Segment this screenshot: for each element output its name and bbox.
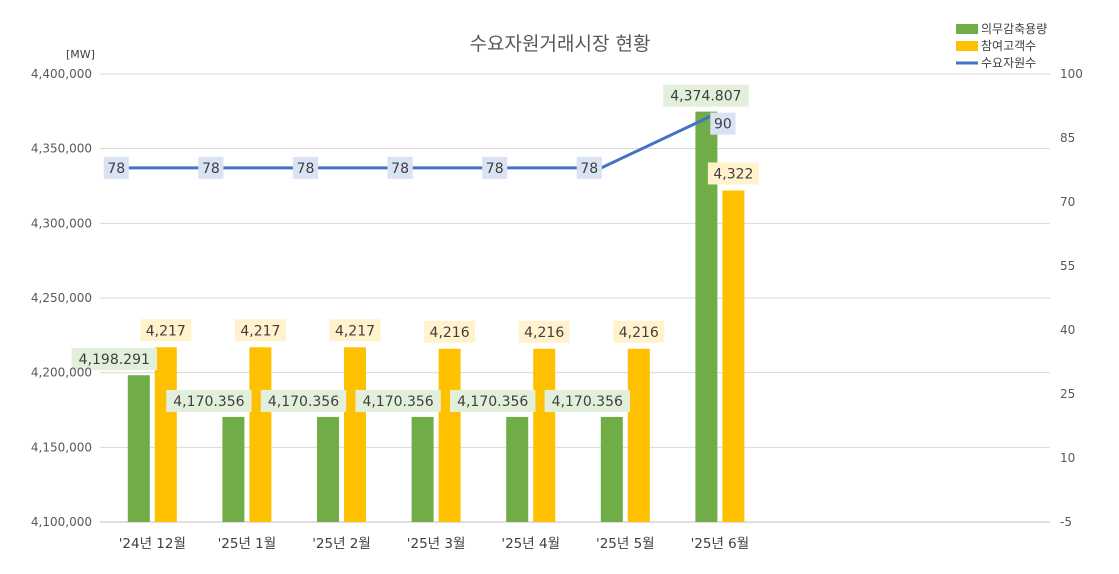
line-data-label-bg — [576, 156, 602, 179]
right-axis-tick-label: 85 — [1060, 131, 1075, 145]
line-data-label: 78 — [486, 161, 504, 177]
legend-label: 의무감축용량 — [981, 22, 1047, 36]
x-axis-tick-label: '25년 5월 — [596, 536, 655, 552]
bar — [695, 111, 718, 522]
bar — [533, 348, 556, 522]
right-axis-tick-label: 25 — [1060, 387, 1075, 401]
right-axis-tick-label: 70 — [1060, 195, 1075, 209]
bar — [127, 375, 150, 522]
line-data-label-bg — [198, 156, 224, 179]
bar — [249, 347, 272, 522]
bar — [317, 416, 339, 522]
left-axis-tick-label: 4,100,000 — [31, 515, 92, 529]
data-label: 4,374.807 — [670, 89, 741, 105]
axis-layer: 4,100,000 4,150,000 4,200,000 4,250,000 4,30… — [31, 67, 1083, 552]
data-label-bg — [663, 84, 749, 107]
line-data-label: 78 — [297, 161, 315, 177]
data-label: 4,198.291 — [79, 352, 150, 368]
left-axis-tick-label: 4,300,000 — [31, 216, 92, 230]
data-label: 4,217 — [335, 323, 375, 339]
data-label-bg — [71, 348, 157, 371]
legend-label: 수요자원수 — [981, 56, 1036, 70]
right-axis-tick-label: 100 — [1060, 67, 1083, 81]
data-label: 4,216 — [524, 325, 564, 341]
data-label: 4,170.356 — [552, 394, 623, 410]
data-label-bg — [707, 162, 759, 185]
chart-title: 수요자원거래시장 현황 — [470, 33, 651, 55]
line-data-label: 78 — [580, 161, 598, 177]
line-data-label: 78 — [202, 161, 220, 177]
data-label: 4,170.356 — [268, 394, 339, 410]
data-label: 4,170.356 — [457, 394, 528, 410]
data-label-bg — [355, 389, 441, 412]
legend-swatch — [956, 41, 978, 51]
x-axis-tick-label: '25년 6월 — [691, 536, 750, 552]
data-label-bg — [613, 320, 665, 343]
right-axis-tick-label: 55 — [1060, 259, 1075, 273]
data-label: 4,216 — [430, 325, 470, 341]
data-label-bg — [140, 319, 192, 342]
x-axis-tick-label: '25년 3월 — [407, 536, 466, 552]
legend-swatch — [956, 24, 978, 34]
data-label-bg — [234, 319, 286, 342]
data-label: 4,322 — [713, 166, 753, 182]
data-label-bg — [424, 320, 476, 343]
bar — [722, 190, 745, 523]
bar — [154, 347, 177, 522]
line-data-label: 78 — [107, 161, 125, 177]
line-data-label-bg — [103, 156, 129, 179]
line-data-label-bg — [292, 156, 319, 179]
x-axis-tick-label: '24년 12월 — [119, 536, 186, 552]
data-label: 4,170.356 — [173, 394, 244, 410]
left-axis-tick-label: 4,400,000 — [31, 67, 92, 81]
x-axis-tick-label: '25년 2월 — [312, 536, 371, 552]
left-axis-tick-label: 4,350,000 — [31, 142, 92, 156]
bar — [222, 416, 245, 522]
bar — [506, 416, 529, 522]
legend-label: 참여고객수 — [981, 39, 1036, 53]
line-data-label: 78 — [391, 161, 409, 177]
data-label-bg — [329, 319, 381, 342]
data-label: 4,217 — [146, 323, 186, 339]
right-axis-tick-label: 10 — [1060, 451, 1075, 465]
line-data-label-bg — [387, 156, 413, 179]
bar — [411, 416, 434, 522]
data-label: 4,170.356 — [362, 394, 433, 410]
right-axis-tick-label: -5 — [1060, 515, 1072, 529]
data-label: 4,216 — [619, 325, 659, 341]
x-axis-tick-label: '25년 1월 — [218, 536, 277, 552]
data-label-bg — [518, 320, 570, 343]
line-data-label-bg — [710, 112, 736, 135]
data-label-bg — [166, 389, 252, 412]
data-label-bg — [260, 389, 347, 412]
y-axis-unit: [MW] — [66, 48, 95, 61]
left-axis-tick-label: 4,200,000 — [31, 366, 92, 380]
data-label-bg — [544, 389, 630, 412]
left-axis-tick-label: 4,250,000 — [31, 291, 92, 305]
x-axis-tick-label: '25년 4월 — [501, 536, 560, 552]
data-label: 4,217 — [240, 323, 280, 339]
right-axis-tick-label: 40 — [1060, 323, 1075, 337]
bar — [344, 347, 366, 522]
bar — [627, 348, 650, 522]
data-label-layer: 4,198.291 4,170.356 4,170.356 4,170.356 4,17… — [71, 84, 759, 412]
left-axis-tick-label: 4,150,000 — [31, 440, 92, 454]
bar — [600, 416, 623, 522]
line-data-label-bg — [482, 156, 508, 179]
line-data-label: 90 — [714, 117, 732, 133]
bar — [438, 348, 461, 522]
data-label-bg — [450, 389, 536, 412]
